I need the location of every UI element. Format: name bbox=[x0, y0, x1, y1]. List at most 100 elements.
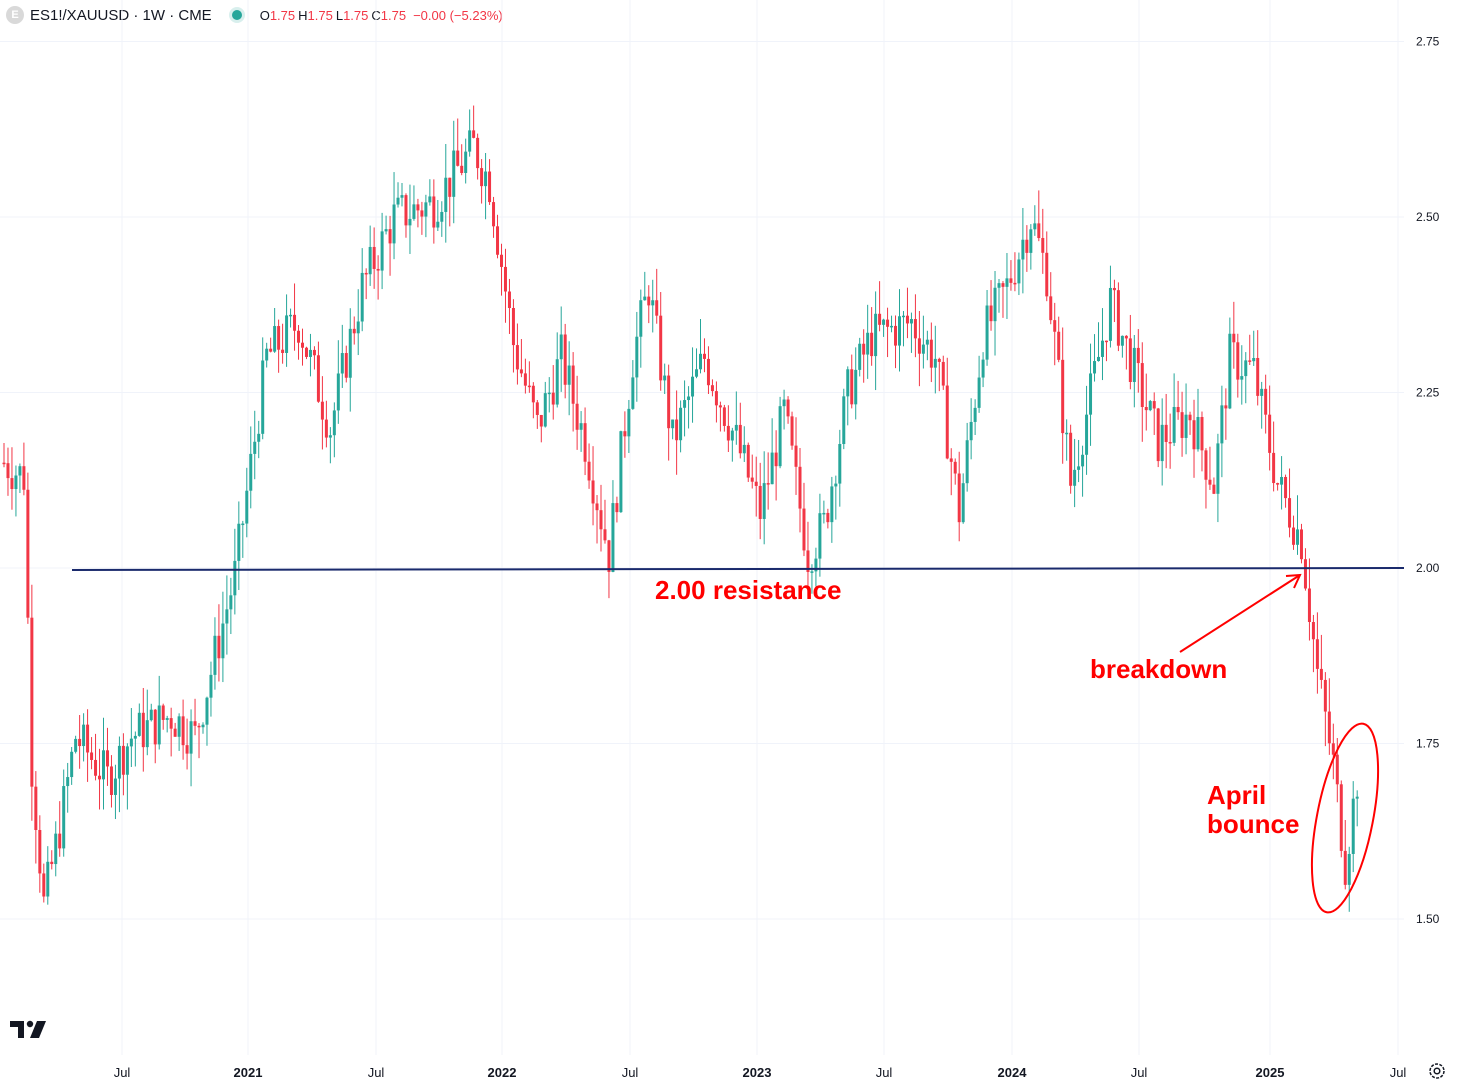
candle bbox=[388, 215, 392, 276]
candle bbox=[74, 735, 78, 754]
candle bbox=[981, 352, 985, 388]
candle-body bbox=[1236, 342, 1240, 380]
candle-body bbox=[1256, 358, 1260, 396]
candle bbox=[794, 417, 798, 495]
candle bbox=[408, 184, 412, 254]
candle bbox=[1053, 302, 1057, 366]
candle bbox=[1120, 335, 1124, 358]
candle bbox=[1152, 392, 1156, 435]
candle-body bbox=[854, 369, 858, 405]
candle bbox=[977, 355, 981, 413]
candle bbox=[66, 762, 70, 813]
candle-body bbox=[1311, 622, 1315, 640]
candle-body bbox=[511, 307, 515, 346]
candle bbox=[834, 475, 838, 520]
candle bbox=[905, 287, 909, 339]
settings-gear-icon[interactable] bbox=[1427, 1061, 1447, 1081]
candle-body bbox=[1260, 388, 1264, 396]
candle-body bbox=[1065, 432, 1069, 435]
candle-body bbox=[507, 291, 511, 308]
candle bbox=[655, 268, 659, 324]
candle bbox=[428, 179, 432, 206]
candle-body bbox=[655, 300, 659, 316]
candle-body bbox=[257, 433, 261, 442]
candle-body bbox=[874, 313, 878, 357]
candle bbox=[26, 472, 30, 624]
candle-body bbox=[1164, 424, 1168, 442]
candle-body bbox=[1284, 476, 1288, 499]
ohlc-low: L1.75 bbox=[335, 7, 369, 23]
candle-body bbox=[917, 338, 921, 354]
candle-body bbox=[1315, 639, 1319, 669]
candle-body bbox=[452, 150, 456, 197]
candle-body bbox=[818, 513, 822, 559]
y-tick-label: 2.50 bbox=[1416, 210, 1440, 224]
candle-body bbox=[66, 777, 70, 787]
candle-body bbox=[46, 861, 50, 897]
candle bbox=[476, 133, 480, 180]
candle bbox=[500, 243, 503, 296]
candle bbox=[507, 278, 511, 334]
candle-body bbox=[993, 287, 997, 322]
candle bbox=[774, 430, 778, 501]
candle bbox=[627, 399, 631, 453]
candle-body bbox=[293, 314, 297, 331]
candle-body bbox=[340, 353, 344, 374]
candle-body bbox=[523, 373, 527, 386]
candle bbox=[1077, 439, 1081, 483]
annotation-april-bounce: April bounce bbox=[1207, 780, 1299, 839]
candle bbox=[687, 386, 691, 429]
candle bbox=[209, 661, 213, 717]
candle-body bbox=[774, 452, 778, 467]
candle bbox=[261, 337, 265, 440]
candle bbox=[133, 731, 137, 767]
resistance-line[interactable] bbox=[71, 567, 1405, 571]
candle-body bbox=[997, 283, 1001, 288]
candle-body bbox=[718, 405, 722, 408]
ohlc-open: O1.75 bbox=[259, 7, 296, 23]
candle bbox=[412, 185, 416, 221]
candle bbox=[1148, 399, 1152, 412]
candle-body bbox=[671, 419, 675, 429]
candle bbox=[866, 304, 870, 379]
candle bbox=[488, 159, 492, 205]
candle-body bbox=[1319, 668, 1323, 680]
candle bbox=[1065, 419, 1069, 461]
tradingview-logo-icon[interactable] bbox=[10, 1018, 48, 1040]
candle bbox=[1029, 224, 1033, 270]
candle-body bbox=[412, 204, 416, 219]
candle-body bbox=[125, 746, 129, 775]
candle bbox=[1311, 614, 1315, 673]
candle bbox=[587, 443, 591, 489]
candle-body bbox=[1331, 743, 1335, 755]
candle bbox=[1236, 333, 1240, 398]
candle bbox=[460, 144, 464, 176]
candle-body bbox=[1128, 338, 1132, 382]
candle-body bbox=[1188, 414, 1192, 421]
candle-body bbox=[738, 424, 742, 454]
candle bbox=[277, 319, 281, 373]
candle bbox=[1216, 433, 1220, 523]
candle bbox=[384, 215, 388, 235]
candle-body bbox=[941, 361, 945, 386]
candle bbox=[213, 617, 217, 690]
candle-body bbox=[559, 334, 563, 360]
candle bbox=[316, 341, 320, 403]
candle-body bbox=[312, 349, 316, 356]
market-status-icon bbox=[231, 10, 242, 20]
candle bbox=[308, 333, 312, 377]
candle-body bbox=[440, 211, 444, 222]
candle bbox=[221, 591, 225, 683]
candle-body bbox=[460, 165, 464, 173]
candle bbox=[1252, 330, 1256, 366]
candle-body bbox=[623, 431, 627, 437]
candle bbox=[1296, 495, 1299, 555]
candle-body bbox=[726, 425, 730, 441]
candle bbox=[702, 338, 706, 373]
symbol-title[interactable]: ES1!/XAUUSD · 1W · CME bbox=[30, 6, 212, 24]
candle bbox=[1081, 445, 1085, 497]
candle bbox=[1292, 515, 1296, 550]
x-tick-label: 2023 bbox=[743, 1065, 772, 1080]
candle-body bbox=[197, 725, 201, 728]
